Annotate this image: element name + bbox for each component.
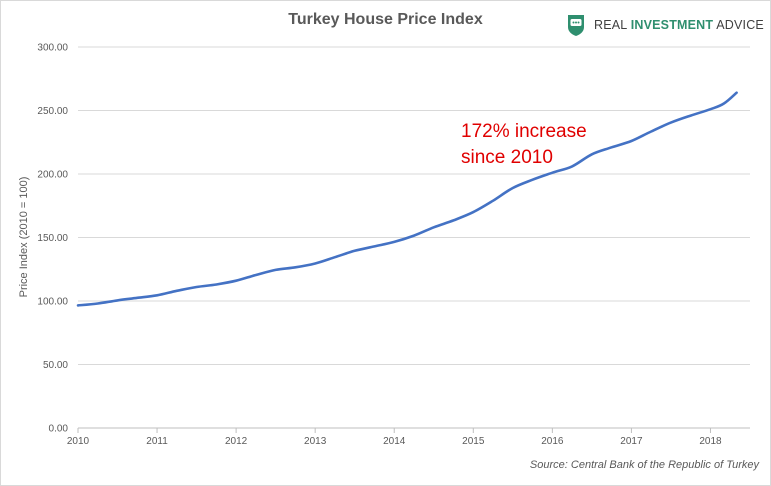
annotation: 172% increase since 2010 <box>461 119 587 171</box>
y-tick-label: 100.00 <box>37 297 68 308</box>
logo-word-investment: INVESTMENT <box>630 18 714 32</box>
x-tick-label: 2018 <box>699 436 722 447</box>
y-tick-label: 150.00 <box>37 233 68 244</box>
annotation-line-1: 172% increase <box>461 121 587 142</box>
x-tick-label: 2011 <box>146 436 168 447</box>
x-tick-label: 2016 <box>541 436 564 447</box>
y-axis-label: Price Index (2010 = 100) <box>18 177 30 298</box>
x-tick-label: 2015 <box>462 436 485 447</box>
y-tick-label: 50.00 <box>43 360 68 371</box>
y-tick-label: 200.00 <box>37 170 68 181</box>
x-tick-label: 2014 <box>383 436 406 447</box>
chat-shield-icon <box>568 15 584 36</box>
y-tick-label: 0.00 <box>49 424 69 435</box>
y-tick-label: 300.00 <box>37 43 68 54</box>
x-tick-label: 2013 <box>304 436 327 447</box>
x-tick-label: 2012 <box>225 436 248 447</box>
x-tick-label: 2010 <box>67 436 90 447</box>
logo-text: REAL INVESTMENT ADVICE <box>594 18 764 32</box>
annotation-line-2: since 2010 <box>461 147 553 168</box>
source-note: Source: Central Bank of the Republic of … <box>529 459 759 471</box>
x-axis-ticks: 2010 2011 2012 2013 2014 2015 2016 2017 2018 <box>67 428 722 447</box>
y-tick-label: 250.00 <box>37 106 68 117</box>
gridlines <box>78 46 750 429</box>
y-axis-ticks: 0.00 50.00 100.00 150.00 200.00 250.00 300.00 <box>37 43 68 435</box>
logo-word-real: REAL <box>594 18 627 32</box>
x-tick-label: 2017 <box>620 436 643 447</box>
logo: REAL INVESTMENT ADVICE <box>566 13 764 37</box>
logo-word-advice: ADVICE <box>716 18 764 32</box>
series-line-price-index <box>76 91 738 307</box>
chart-title: Turkey House Price Index <box>288 11 483 28</box>
